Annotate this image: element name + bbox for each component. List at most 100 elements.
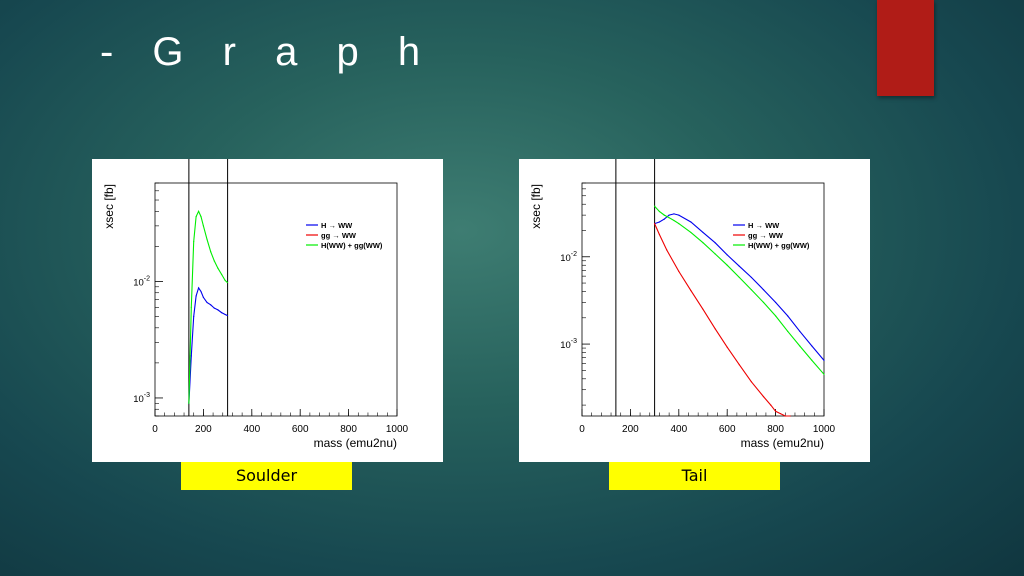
data-point-0	[762, 289, 765, 291]
legend-entry-2: H(WW) + gg(WW)	[748, 241, 810, 250]
y-tick-base: 10	[560, 340, 571, 351]
y-tick-base: 10	[560, 253, 571, 264]
data-point-0	[217, 309, 219, 311]
series-line-0	[188, 286, 228, 404]
data-point-2	[202, 225, 204, 227]
data-point-2	[678, 222, 680, 225]
data-point-0	[750, 276, 752, 279]
data-point-0	[200, 290, 202, 293]
data-point-0	[702, 231, 704, 234]
data-point-2	[220, 273, 223, 275]
series-line-0	[654, 213, 825, 361]
data-point-1	[770, 404, 772, 406]
data-point-2	[654, 205, 656, 207]
x-tick-label: 600	[719, 424, 736, 435]
x-tick-label: 200	[195, 424, 212, 435]
data-point-2	[673, 219, 675, 222]
data-point-0	[195, 295, 197, 297]
data-point-2	[750, 289, 752, 291]
y-tick-label: 10-2	[133, 275, 150, 288]
data-point-2	[658, 210, 661, 213]
data-point-0	[823, 359, 825, 362]
chart-panel-right: 0 200 400 600 800 1000 10-3 10-2 mass (emu2nu) xs…	[519, 159, 870, 462]
y-tick-exponent: -2	[571, 251, 577, 258]
accent-block	[877, 0, 934, 96]
data-point-1	[789, 415, 791, 417]
x-tick-label: 400	[243, 424, 260, 435]
x-tick-label: 800	[767, 424, 784, 435]
x-tick-label: 0	[579, 424, 585, 435]
series-line-2	[188, 209, 228, 404]
data-point-1	[784, 415, 786, 417]
data-point-1	[702, 308, 704, 310]
x-tick-label: 1000	[386, 424, 409, 435]
data-point-2	[762, 301, 765, 304]
x-tick-label: 400	[670, 424, 687, 435]
data-point-2	[190, 306, 192, 308]
data-point-1	[654, 222, 656, 225]
data-point-0	[690, 221, 692, 223]
legend-entry-2: H(WW) + gg(WW)	[321, 241, 383, 250]
data-point-2	[206, 238, 208, 240]
series-line-2	[654, 205, 825, 375]
data-point-2	[226, 281, 228, 284]
data-point-2	[775, 315, 777, 317]
data-point-2	[738, 276, 740, 279]
data-point-1	[714, 328, 716, 330]
data-point-2	[224, 279, 226, 282]
data-point-1	[690, 289, 692, 292]
data-point-0	[226, 314, 228, 317]
data-point-2	[726, 264, 728, 266]
data-point-0	[658, 221, 661, 223]
legend-entry-0: H → WW	[321, 221, 353, 230]
data-point-2	[217, 267, 219, 269]
data-point-0	[210, 304, 212, 306]
legend-entry-0: H → WW	[748, 221, 780, 230]
data-point-0	[197, 287, 200, 289]
y-tick-base: 10	[133, 277, 144, 288]
x-axis-label: mass (emu2nu)	[314, 436, 397, 450]
data-point-0	[678, 214, 680, 216]
data-point-2	[811, 359, 813, 362]
data-point-0	[738, 265, 740, 267]
data-point-2	[799, 345, 801, 347]
data-point-1	[726, 346, 728, 348]
data-point-2	[188, 402, 190, 404]
data-point-1	[775, 410, 777, 412]
data-point-2	[823, 373, 825, 375]
data-point-0	[775, 301, 777, 304]
data-point-2	[668, 217, 670, 219]
data-point-2	[663, 214, 665, 216]
data-point-0	[213, 307, 215, 309]
legend-entry-1: gg → WW	[321, 231, 357, 240]
y-axis-label: xsec [fb]	[529, 184, 543, 229]
data-point-0	[673, 213, 675, 215]
y-tick-base: 10	[133, 394, 144, 405]
data-point-1	[779, 412, 782, 415]
data-point-2	[210, 251, 212, 253]
y-tick-exponent: -3	[144, 392, 150, 399]
data-point-2	[200, 216, 202, 218]
legend-entry-1: gg → WW	[748, 231, 784, 240]
x-axis-label: mass (emu2nu)	[741, 436, 824, 450]
data-point-0	[193, 315, 195, 318]
label-soulder: Soulder	[181, 462, 352, 490]
data-point-1	[666, 249, 668, 251]
data-point-1	[678, 270, 680, 272]
x-tick-label: 1000	[813, 424, 836, 435]
y-tick-label: 10-2	[560, 251, 577, 264]
y-tick-exponent: -2	[144, 275, 150, 282]
data-point-0	[787, 315, 789, 317]
label-tail: Tail	[609, 462, 780, 490]
data-point-0	[190, 355, 192, 357]
x-tick-label: 800	[340, 424, 357, 435]
chart-panel-left: 0 200 400 600 800 1000 10-3 10-2 mass (emu2nu) xs…	[92, 159, 443, 462]
data-point-1	[762, 396, 765, 398]
data-point-1	[738, 364, 740, 366]
data-point-0	[668, 214, 670, 216]
data-point-2	[193, 240, 195, 243]
data-point-0	[714, 242, 716, 244]
data-point-2	[195, 216, 197, 218]
